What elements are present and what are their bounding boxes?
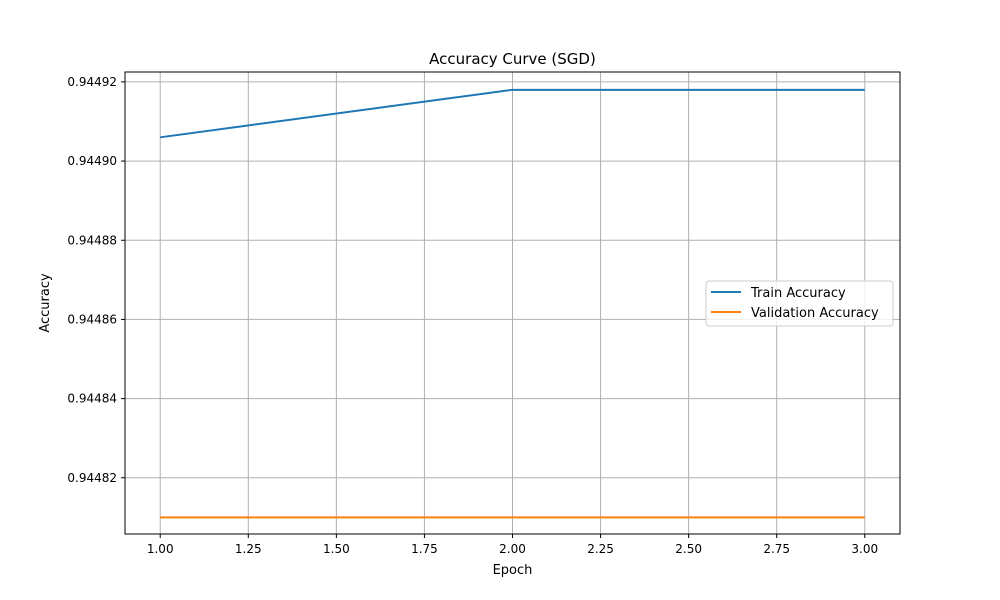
- x-tick-label: 2.75: [763, 542, 790, 556]
- x-tick-label: 1.75: [411, 542, 438, 556]
- y-tick-label: 0.94488: [67, 233, 117, 247]
- y-tick-label: 0.94490: [67, 154, 117, 168]
- legend-label-validation: Validation Accuracy: [751, 306, 879, 321]
- x-tick-label: 2.50: [675, 542, 702, 556]
- x-axis-label: Epoch: [493, 563, 533, 578]
- x-tick-label: 2.00: [499, 542, 526, 556]
- y-tick-label: 0.94492: [67, 75, 117, 89]
- y-axis-label: Accuracy: [38, 273, 53, 333]
- series-line-train: [160, 88, 865, 139]
- y-tick-label: 0.94486: [67, 312, 117, 326]
- y-tick-label: 0.94482: [67, 471, 117, 485]
- x-tick-label: 1.00: [147, 542, 174, 556]
- grid-lines: [125, 72, 900, 534]
- x-tick-label: 3.00: [851, 542, 878, 556]
- x-tick-label: 2.25: [587, 542, 614, 556]
- y-tick-label: 0.94484: [67, 392, 117, 406]
- x-tick-label: 1.50: [323, 542, 350, 556]
- x-tick-label: 1.25: [235, 542, 262, 556]
- plot-series: [160, 88, 865, 519]
- legend: Train Accuracy Validation Accuracy: [705, 280, 894, 327]
- chart-title: Accuracy Curve (SGD): [429, 50, 596, 68]
- legend-box: [705, 280, 894, 327]
- axis-ticks: 1.00 1.25 1.50 1.75 2.00 2.25 2.50 2.75 3.00 0.94…: [67, 75, 878, 556]
- legend-label-train: Train Accuracy: [750, 286, 846, 301]
